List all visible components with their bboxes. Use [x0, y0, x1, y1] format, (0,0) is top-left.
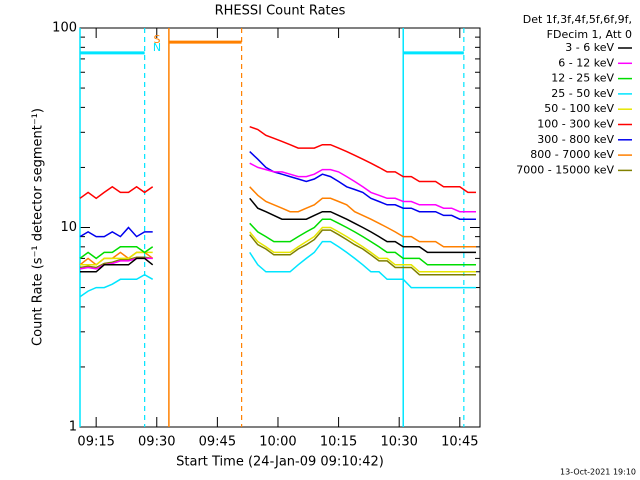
series-line	[80, 226, 476, 273]
legend-label: 7000 - 15000 keV	[516, 163, 614, 176]
legend-label: 3 - 6 keV	[565, 41, 614, 54]
footer: 13-Oct-2021 19:10	[560, 468, 636, 477]
x-tick-label: 09:45	[199, 435, 236, 450]
series-line	[79, 218, 476, 266]
legend-label: 12 - 25 keV	[551, 72, 614, 85]
legend-header: Det 1f,3f,4f,5f,6f,9f,	[523, 13, 632, 26]
legend-label: 100 - 300 keV	[537, 118, 614, 131]
chart-title: RHESSI Count Rates	[215, 4, 346, 19]
series-line	[79, 125, 476, 200]
legend-label: 25 - 50 keV	[551, 87, 614, 100]
y-axis-label: Count Rate (s⁻¹ detector segment⁻¹)	[31, 108, 46, 346]
series-line	[80, 197, 476, 273]
x-tick-label: 10:15	[320, 435, 357, 450]
series-line	[79, 240, 476, 298]
x-tick-label: 09:30	[138, 435, 175, 450]
y-tick-label: 10	[60, 220, 77, 235]
x-tick-label: 10:45	[441, 435, 478, 450]
interval-label: S	[154, 33, 161, 46]
legend-header: FDecim 1, Att 0	[547, 28, 632, 41]
legend-label: 300 - 800 keV	[537, 133, 614, 146]
x-tick-label: 09:15	[77, 435, 114, 450]
interval-label: N	[153, 41, 161, 54]
x-axis-label: Start Time (24-Jan-09 09:10:42)	[176, 455, 384, 470]
y-tick-label: 1	[69, 420, 77, 435]
x-tick-label: 10:30	[380, 435, 417, 450]
legend-label: 800 - 7000 keV	[530, 148, 614, 161]
legend-label: 6 - 12 keV	[558, 56, 614, 69]
y-tick-label: 100	[52, 21, 77, 36]
plot-frame	[79, 27, 481, 428]
legend-label: 50 - 100 keV	[544, 102, 614, 115]
series-line	[79, 229, 476, 276]
x-tick-label: 10:00	[259, 435, 296, 450]
series-line	[79, 151, 476, 238]
